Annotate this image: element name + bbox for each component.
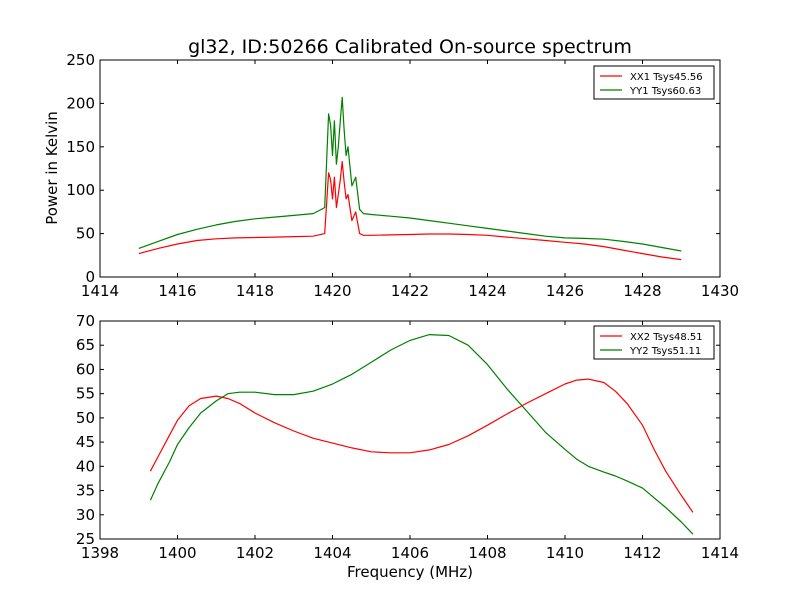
top-x-tick-label: 1420 bbox=[313, 282, 351, 300]
top-x-tick-label: 1422 bbox=[391, 282, 429, 300]
bottom-x-tick-label: 1414 bbox=[701, 544, 739, 562]
top-plot: 1414 1416 1418 1420 1422 1424 1426 1428 1430 0 50 1… bbox=[66, 51, 739, 300]
bottom-y-tick-label: 65 bbox=[76, 336, 95, 354]
top-y-tick-label: 250 bbox=[66, 51, 95, 69]
bottom-series-line-2 bbox=[149, 334, 694, 535]
top-x-tick-label: 1424 bbox=[468, 282, 506, 300]
top-x-tick-label: 1418 bbox=[236, 282, 274, 300]
bottom-x-tick-label: 1398 bbox=[81, 544, 119, 562]
top-y-tick-label: 200 bbox=[66, 94, 95, 112]
bottom-y-tick-label: 50 bbox=[76, 409, 95, 427]
chart-title: gl32, ID:50266 Calibrated On-source spec… bbox=[188, 36, 632, 58]
bottom-series-line-1 bbox=[149, 378, 694, 513]
bottom-plot: 1398 1400 1402 1404 1406 1408 1410 1412 1414 25 30… bbox=[76, 312, 739, 562]
bottom-y-tick-label: 55 bbox=[76, 385, 95, 403]
top-legend-label-1: XX1 Tsys45.56 bbox=[630, 72, 703, 83]
bottom-y-tick-label: 40 bbox=[76, 457, 95, 475]
bottom-y-tick-label: 45 bbox=[76, 433, 95, 451]
top-series-line-2 bbox=[138, 96, 682, 252]
bottom-x-tick-label: 1400 bbox=[158, 544, 196, 562]
bottom-x-tick-label: 1408 bbox=[468, 544, 506, 562]
top-x-tick-label: 1426 bbox=[546, 282, 584, 300]
bottom-x-tick-label: 1402 bbox=[236, 544, 274, 562]
bottom-y-tick-label: 60 bbox=[76, 360, 95, 378]
bottom-x-tick-label: 1406 bbox=[391, 544, 429, 562]
top-y-tick-label: 50 bbox=[76, 225, 95, 243]
bottom-y-tick-label: 30 bbox=[76, 506, 95, 524]
top-y-axis-label: Power in Kelvin bbox=[43, 111, 61, 225]
bottom-legend-label-1: XX2 Tsys48.51 bbox=[630, 332, 703, 343]
bottom-x-tick-label: 1410 bbox=[546, 544, 584, 562]
top-legend: XX1 Tsys45.56 YY1 Tsys60.63 bbox=[593, 65, 715, 100]
top-y-tick-label: 150 bbox=[66, 138, 95, 156]
top-x-tick-label: 1428 bbox=[623, 282, 661, 300]
top-series-line-1 bbox=[138, 161, 682, 261]
bottom-x-axis-label: Frequency (MHz) bbox=[347, 563, 473, 581]
bottom-y-tick-label: 25 bbox=[76, 530, 95, 548]
top-x-tick-label: 1414 bbox=[81, 282, 119, 300]
top-y-tick-label: 0 bbox=[85, 268, 95, 286]
bottom-x-tick-label: 1404 bbox=[313, 544, 351, 562]
top-legend-box bbox=[593, 65, 715, 100]
top-x-tick-label: 1416 bbox=[158, 282, 196, 300]
bottom-legend-label-2: YY2 Tsys51.11 bbox=[629, 346, 701, 357]
bottom-legend-box bbox=[593, 325, 715, 360]
bottom-y-tick-label: 35 bbox=[76, 482, 95, 500]
top-y-tick-label: 100 bbox=[66, 181, 95, 199]
top-legend-label-2: YY1 Tsys60.63 bbox=[629, 86, 701, 97]
bottom-x-tick-label: 1412 bbox=[623, 544, 661, 562]
top-x-tick-label: 1430 bbox=[701, 282, 739, 300]
bottom-y-tick-label: 70 bbox=[76, 312, 95, 330]
bottom-legend: XX2 Tsys48.51 YY2 Tsys51.11 bbox=[593, 325, 715, 360]
